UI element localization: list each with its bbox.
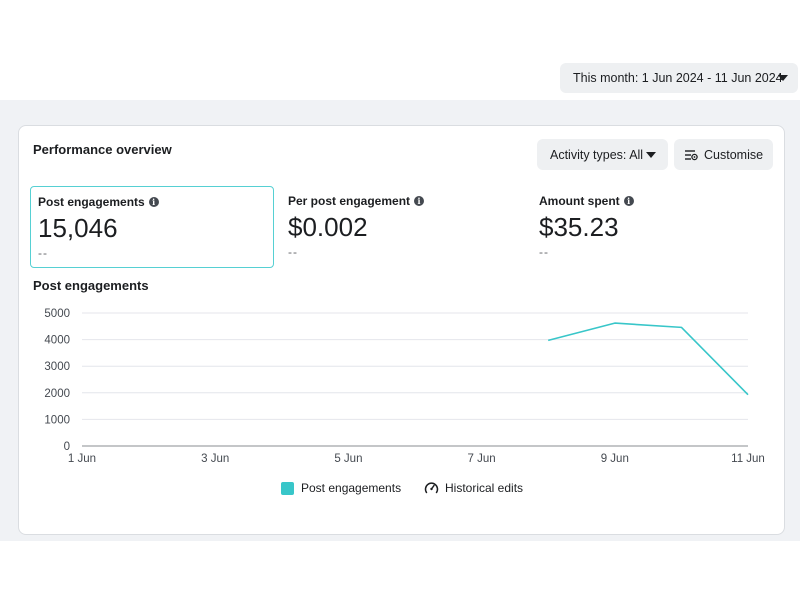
metric-label-row: Per post engagement i (288, 194, 518, 208)
date-range-label: This month: 1 Jun 2024 - 11 Jun 2024 (573, 71, 783, 85)
y-tick-label: 0 (64, 441, 70, 453)
caret-down-icon (646, 152, 656, 158)
y-tick-label: 1000 (44, 414, 70, 426)
metric-delta: -- (539, 245, 549, 259)
caret-down-icon (778, 75, 788, 81)
metric-label: Per post engagement (288, 194, 411, 208)
customise-button[interactable]: Customise (674, 139, 773, 170)
x-tick-label: 9 Jun (601, 453, 629, 465)
x-tick-label: 7 Jun (468, 453, 496, 465)
info-icon[interactable]: i (414, 196, 425, 206)
info-icon[interactable]: i (623, 196, 634, 206)
y-tick-label: 3000 (44, 361, 70, 373)
metric-post-engagements[interactable]: Post engagements i 15,046 -- (30, 186, 274, 268)
series-line-post-engagements (547, 322, 749, 396)
metric-per-post-engagement[interactable]: Per post engagement i $0.002 -- (281, 186, 525, 268)
metric-delta: -- (38, 246, 48, 260)
metric-value: $35.23 (539, 212, 619, 242)
activity-types-label: Activity types: All (550, 147, 644, 162)
teal-square-icon (281, 481, 294, 495)
metric-amount-spent[interactable]: Amount spent i $35.23 -- (532, 186, 776, 268)
legend-label: Historical edits (445, 481, 524, 495)
x-tick-label: 11 Jun (731, 453, 765, 465)
x-tick-label: 3 Jun (201, 453, 229, 465)
metric-value: 15,046 (38, 213, 118, 243)
date-range-picker[interactable]: This month: 1 Jun 2024 - 11 Jun 2024 (560, 63, 798, 93)
metric-value: $0.002 (288, 212, 368, 242)
card-title: Performance overview (33, 142, 172, 157)
info-icon[interactable]: i (148, 197, 159, 207)
metric-label: Post engagements (38, 195, 145, 209)
metric-label: Amount spent (539, 194, 620, 208)
activity-types-dropdown[interactable]: Activity types: All (537, 139, 668, 170)
y-tick-label: 4000 (44, 335, 70, 347)
metric-label-row: Post engagements i (38, 195, 266, 209)
y-tick-label: 5000 (44, 308, 70, 320)
metric-label-row: Amount spent i (539, 194, 769, 208)
customise-icon (685, 149, 698, 160)
y-tick-label: 2000 (44, 388, 70, 400)
legend-item-historical-edits[interactable]: Historical edits (424, 481, 523, 495)
metric-delta: -- (288, 245, 298, 259)
legend-label: Post engagements (301, 481, 402, 495)
gauge-icon (424, 482, 439, 494)
performance-overview-card: Performance overview Activity types: All… (18, 125, 785, 535)
customise-label: Customise (704, 147, 764, 162)
legend-item-post-engagements[interactable]: Post engagements (281, 481, 401, 495)
x-tick-label: 1 Jun (68, 453, 96, 465)
post-engagements-chart: 0 1000 2000 3000 4000 5000 1 Jun 3 Jun 5 Jun 7 Ju… (44, 308, 765, 465)
chart-title: Post engagements (33, 278, 149, 293)
x-tick-label: 5 Jun (334, 453, 362, 465)
